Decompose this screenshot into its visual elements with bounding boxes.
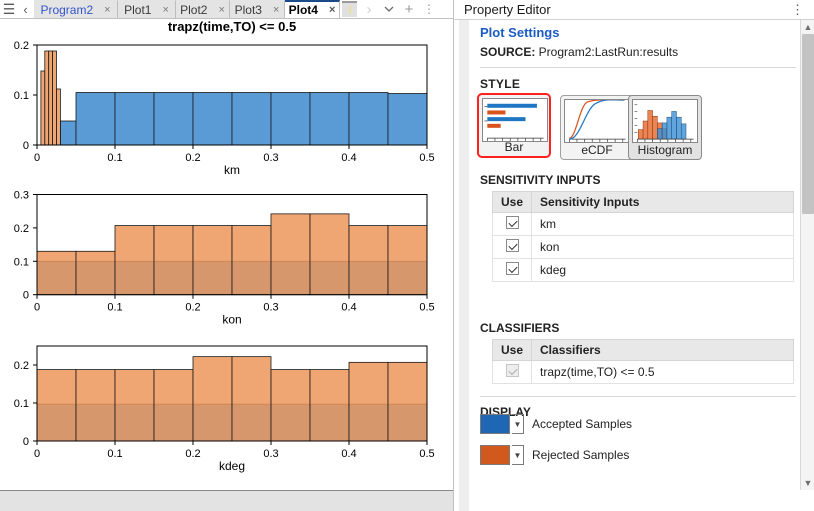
svg-text:0.5: 0.5 [419,302,434,314]
svg-text:0.2: 0.2 [14,40,29,52]
svg-text:0.4: 0.4 [341,152,356,164]
svg-text:km: km [224,163,240,177]
svg-text:0.1: 0.1 [107,152,122,164]
svg-text:0: 0 [23,140,29,152]
svg-text:0.3: 0.3 [14,190,29,202]
svg-text:0: 0 [34,152,40,164]
svg-text:0.5: 0.5 [419,448,434,460]
svg-text:0: 0 [23,436,29,448]
svg-text:0.3: 0.3 [263,448,278,460]
svg-text:0.1: 0.1 [107,448,122,460]
svg-text:0.1: 0.1 [14,256,29,268]
svg-text:0.2: 0.2 [185,152,200,164]
svg-text:0.4: 0.4 [341,302,356,314]
svg-text:0.1: 0.1 [14,398,29,410]
svg-text:0.5: 0.5 [419,152,434,164]
svg-text:0.2: 0.2 [185,302,200,314]
svg-text:0: 0 [34,448,40,460]
svg-text:0.2: 0.2 [185,448,200,460]
svg-text:0.3: 0.3 [263,302,278,314]
svg-text:0.1: 0.1 [107,302,122,314]
svg-text:0.1: 0.1 [14,90,29,102]
svg-text:0.2: 0.2 [14,360,29,372]
svg-text:0: 0 [23,290,29,302]
svg-text:0.2: 0.2 [14,223,29,235]
svg-text:kdeg: kdeg [219,459,245,473]
svg-text:0.3: 0.3 [263,152,278,164]
svg-text:0.4: 0.4 [341,448,356,460]
svg-text:kon: kon [222,313,241,327]
svg-text:trapz(time,TO) <= 0.5: trapz(time,TO) <= 0.5 [168,19,296,34]
svg-text:0: 0 [34,302,40,314]
